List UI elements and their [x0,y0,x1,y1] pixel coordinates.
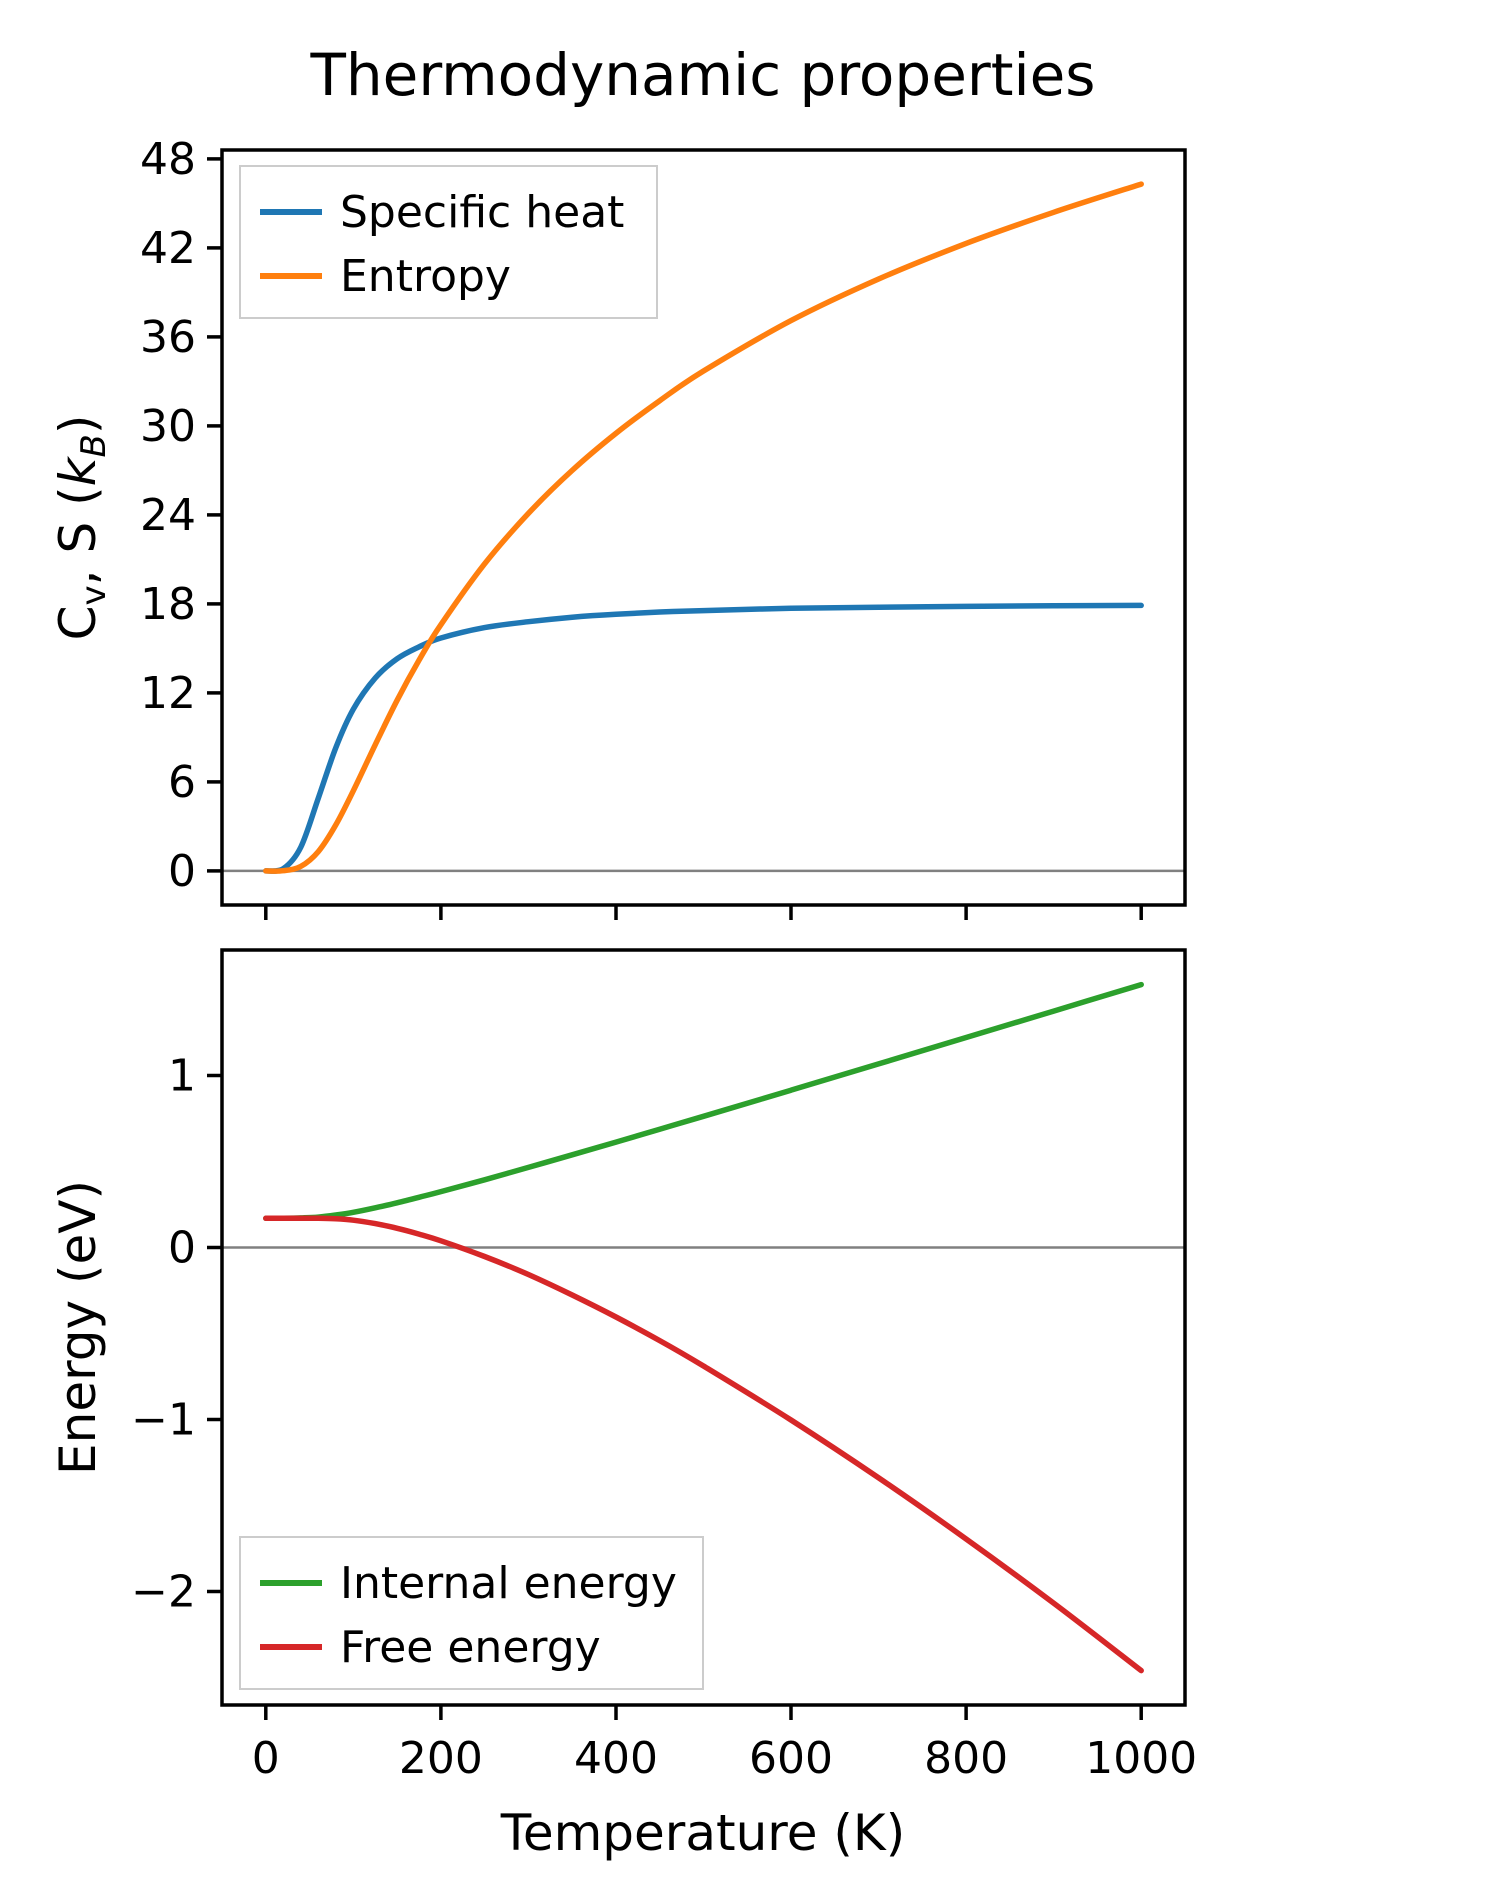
y-tick-label: 36 [140,312,196,363]
axes-box [220,948,1187,1707]
y-axis-label: Cv, S (kB) [49,415,114,641]
legend-label-internal-energy: Internal energy [340,1558,677,1609]
x-tick-label: 0 [252,1733,280,1784]
y-tick-label: 30 [140,401,196,452]
y-tick-label: 48 [140,134,196,185]
y-tick-label: 1 [168,1051,196,1102]
y-tick-label: 42 [140,223,196,274]
x-tick-label: 600 [749,1733,833,1784]
y-tick-label: 18 [140,579,196,630]
series-entropy [263,181,1144,874]
y-tick-label: 0 [168,1223,196,1274]
x-axis-label: Temperature (K) [500,1804,905,1862]
series-specific-heat [263,602,1144,874]
legend [239,165,658,319]
top-plot-cv-entropy: 0 6 12 18 24 30 36 42 48 Cv, S (kB) Specific heat E… [49,134,1187,920]
series-free-energy [263,1215,1144,1674]
series-internal-energy [263,981,1144,1222]
legend-label-free-energy: Free energy [340,1622,601,1673]
x-tick-label: 400 [574,1733,658,1784]
y-tick-label: −1 [131,1395,196,1446]
y-tick-label: 12 [140,668,196,719]
y-tick-label: 6 [168,757,196,808]
x-tick-label: 1000 [1085,1733,1197,1784]
legend [239,1536,704,1690]
x-tick-label: 200 [399,1733,483,1784]
legend-label-entropy: Entropy [340,251,511,302]
y-tick-label: −2 [131,1567,196,1618]
x-tick-label: 800 [924,1733,1008,1784]
y-tick-label: 0 [168,846,196,897]
y-axis-label: Energy (eV) [49,1180,107,1475]
axes-box [220,148,1187,907]
legend-label-specific-heat: Specific heat [340,187,624,238]
figure-title: Thermodynamic properties [309,41,1095,109]
y-tick-label: 24 [140,490,196,541]
bottom-plot-energy: −2 −1 0 1 0 200 400 600 800 1000 Energy (eV) Intern… [49,948,1197,1784]
